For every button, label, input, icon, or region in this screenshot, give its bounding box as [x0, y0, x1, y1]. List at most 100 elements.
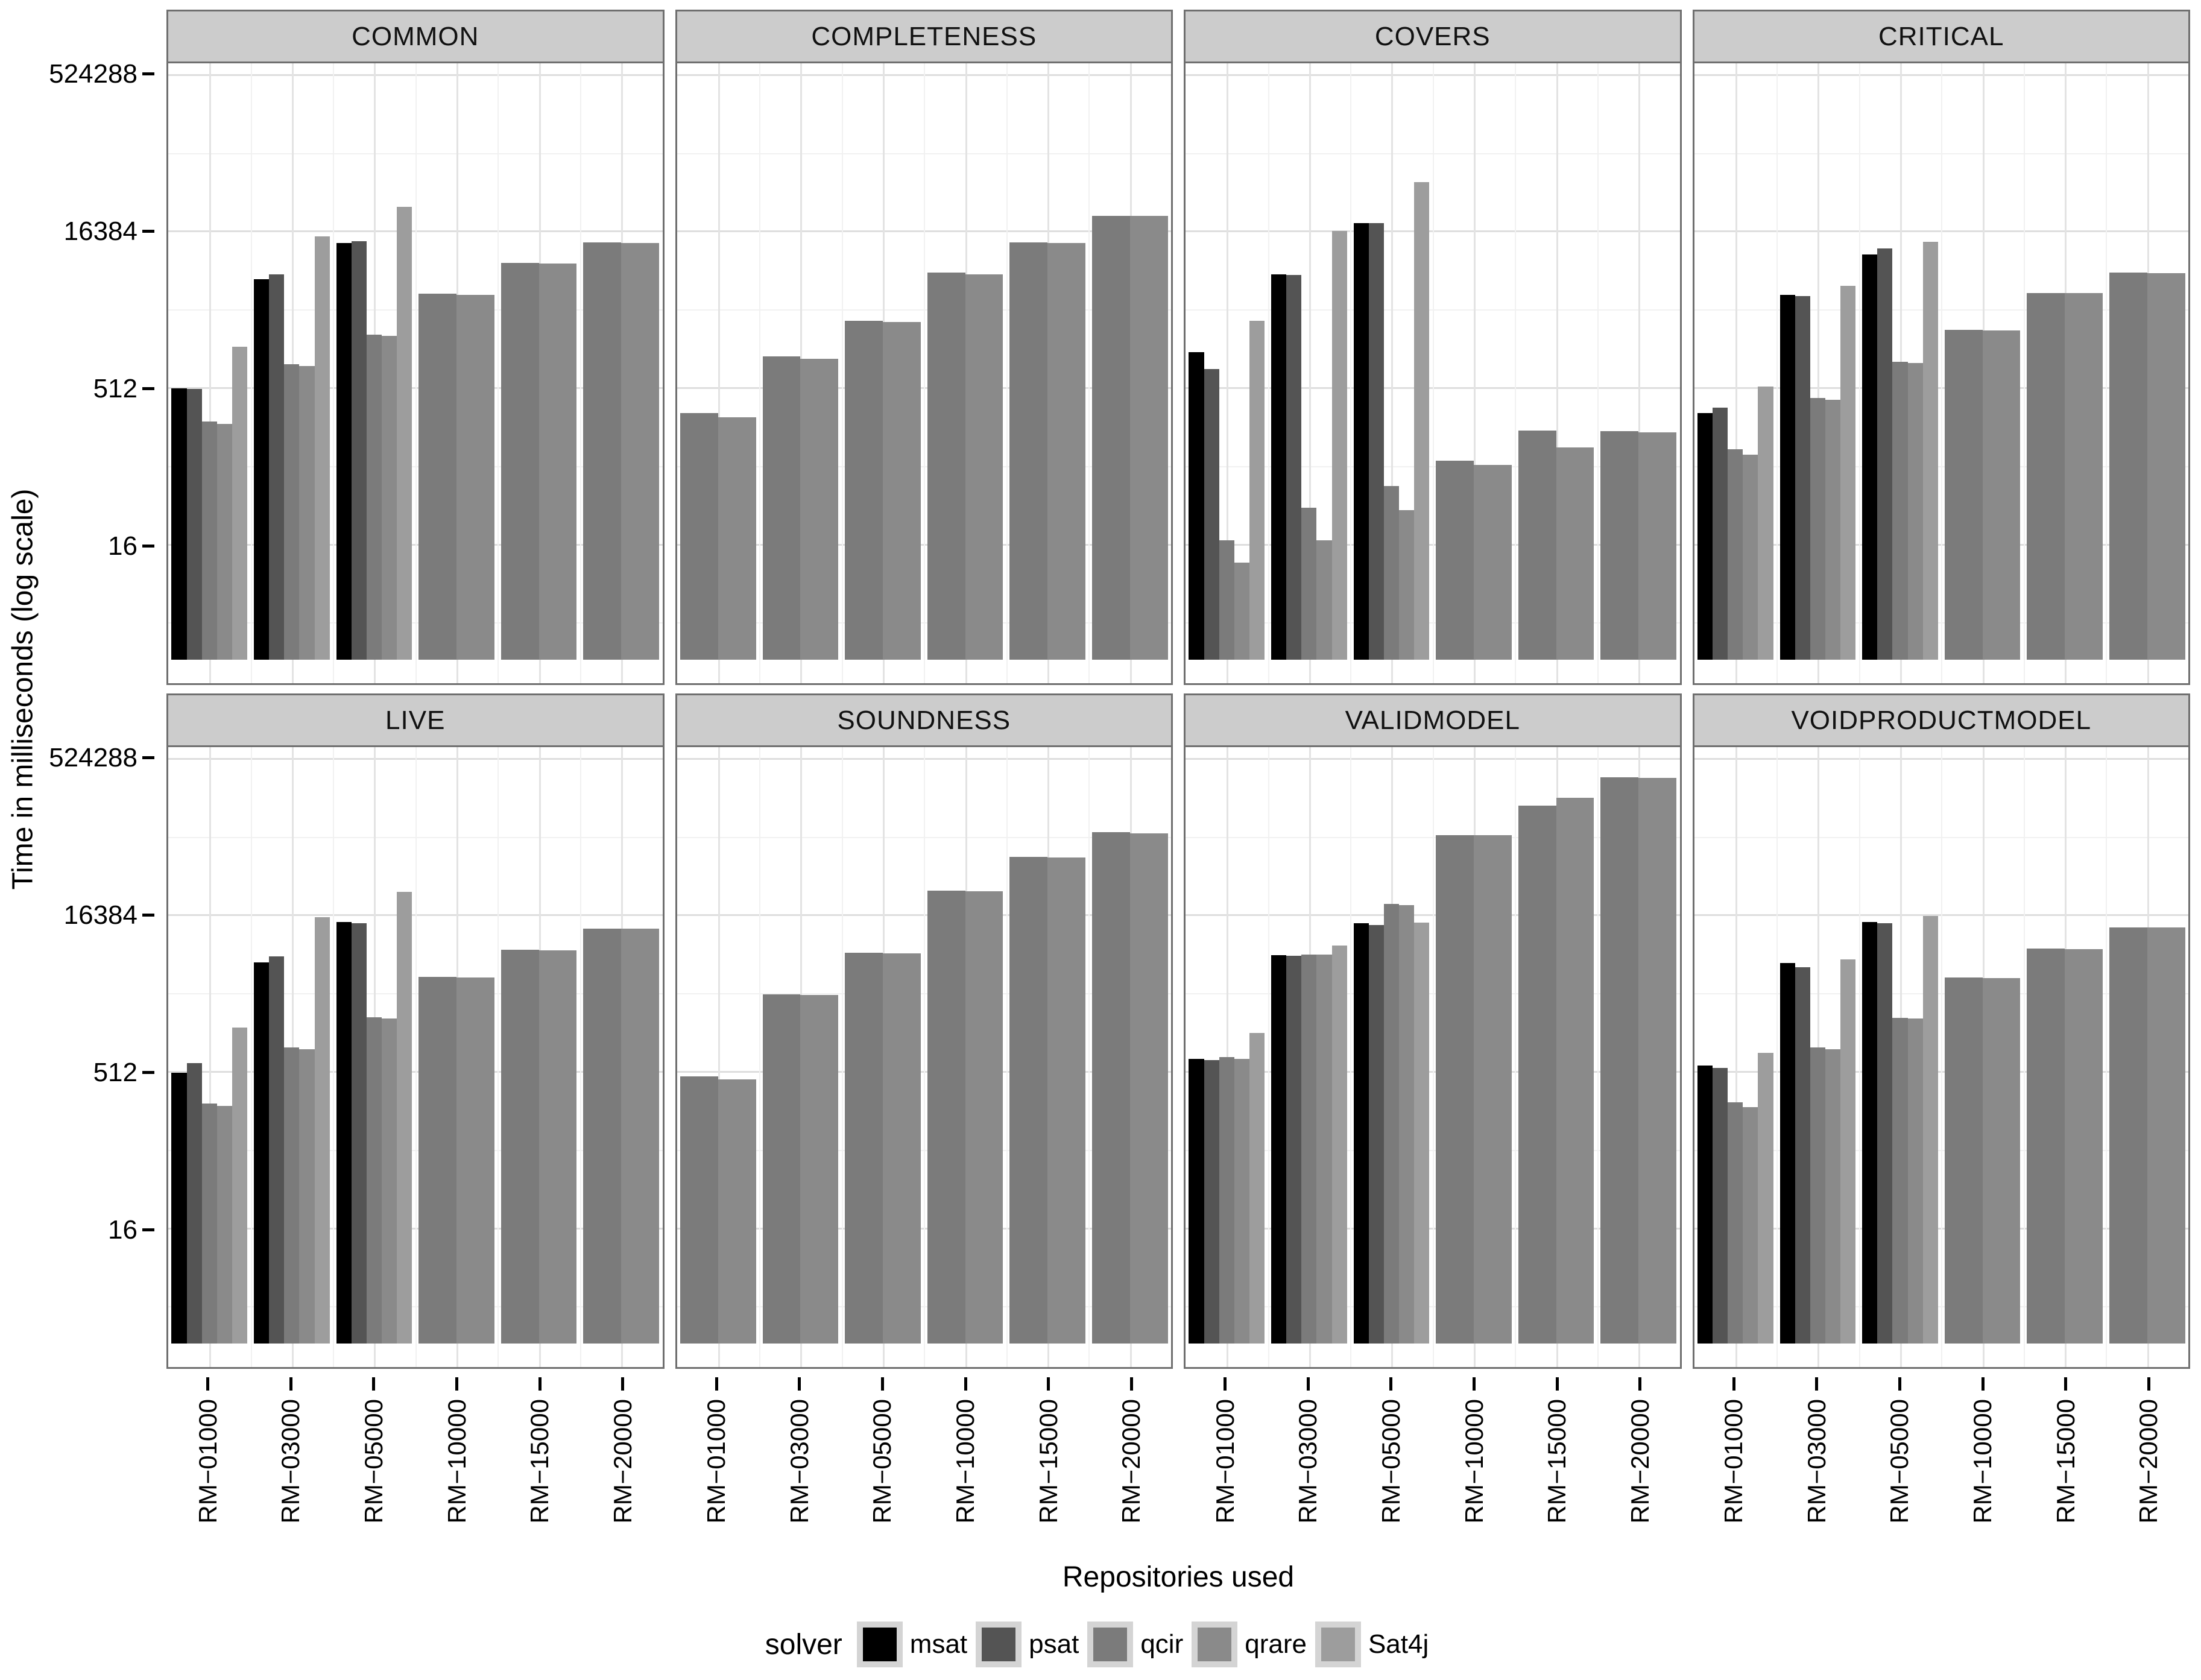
bar-psat: [1286, 274, 1302, 660]
x-axis-tick-label: RM−10000: [442, 1399, 471, 1524]
bar-group-RM−03000: [1268, 63, 1351, 660]
legend-label: qrare: [1245, 1629, 1307, 1659]
y-axis-tick-mark: [142, 913, 154, 917]
bar-qrare: [1316, 955, 1332, 1344]
gridline-vertical-minor: [1432, 747, 1434, 1367]
bar-group-RM−15000: [1515, 63, 1597, 660]
bar-qcir: [1728, 1102, 1743, 1344]
bar-qrare: [538, 264, 577, 660]
bar-qrare: [456, 295, 494, 660]
y-axis-tick-labels-top-row: 16 512 16384 524288: [49, 10, 156, 685]
legend-entry-msat: msat: [856, 1622, 968, 1667]
x-axis-tick-slot: RM−05000: [1350, 1377, 1433, 1545]
x-axis-tick-label: RM−05000: [868, 1399, 897, 1524]
x-axis-tick-mark: [880, 1377, 884, 1391]
x-axis-tick-mark: [1732, 1377, 1735, 1391]
bar-Sat4j: [232, 1027, 248, 1344]
gridline-vertical-minor: [759, 63, 761, 683]
bar-qrare: [1982, 330, 2021, 660]
legend-title: solver: [765, 1628, 842, 1661]
x-axis-tick-slot: RM−03000: [1267, 1377, 1350, 1545]
bar-group-RM−01000: [1694, 747, 1777, 1344]
bar-qrare: [299, 366, 315, 660]
bar-group-RM−15000: [1515, 747, 1597, 1344]
bar-qrare: [1907, 362, 1923, 660]
gridline-vertical-minor: [2106, 747, 2108, 1367]
x-axis-tick-label: RM−05000: [1885, 1399, 1914, 1524]
bar-msat: [1271, 955, 1287, 1344]
gridline-vertical-major: [1638, 63, 1641, 683]
gridline-vertical-minor: [1776, 63, 1778, 683]
bar-group-RM−03000: [759, 747, 842, 1344]
facet-panel-live: LIVE: [166, 693, 665, 1369]
bar-psat: [186, 389, 202, 660]
bar-group-RM−15000: [1006, 63, 1089, 660]
legend-entry-qrare: qrare: [1192, 1622, 1307, 1667]
x-axis-tick-label: RM−01000: [1719, 1399, 1748, 1524]
bar-qrare: [1129, 216, 1168, 660]
bar-group-RM−05000: [842, 63, 924, 660]
x-axis-tick-mark: [372, 1377, 376, 1391]
x-axis-tick-mark: [1306, 1377, 1310, 1391]
gridline-vertical-minor: [2023, 747, 2025, 1367]
bar-Sat4j: [1922, 915, 1938, 1344]
bar-qcir: [284, 364, 300, 660]
bar-Sat4j: [397, 206, 412, 660]
bar-group-RM−15000: [497, 63, 580, 660]
y-axis-tick-label: 524288: [49, 742, 137, 772]
bar-msat: [254, 279, 270, 660]
x-axis-tick-mark: [715, 1377, 718, 1391]
bar-msat: [1779, 295, 1795, 660]
bar-group-RM−20000: [2106, 747, 2188, 1344]
legend-key: [976, 1622, 1022, 1667]
x-axis-tick-label: RM−03000: [276, 1399, 305, 1524]
gridline-vertical-minor: [333, 63, 335, 683]
x-axis-tick-mark: [1555, 1377, 1559, 1391]
bar-group-RM−20000: [1088, 747, 1171, 1344]
y-axis-tick-mark: [142, 387, 154, 391]
bar-group-RM−10000: [415, 747, 498, 1344]
gridline-vertical-minor: [250, 747, 252, 1367]
plot-area: [166, 62, 665, 685]
bar-group-RM−10000: [924, 63, 1006, 660]
facet-strip-title: VOIDPRODUCTMODEL: [1692, 693, 2190, 745]
legend-key: [856, 1622, 903, 1667]
y-axis-tick-label: 16384: [63, 900, 137, 930]
bar-qrare: [1234, 1058, 1249, 1344]
bar-qcir: [1219, 1057, 1234, 1344]
bar-group-RM−01000: [1186, 747, 1268, 1344]
bar-qcir: [284, 1047, 300, 1344]
facet-strip-title: VALIDMODEL: [1184, 693, 1682, 745]
bar-qrare: [800, 358, 839, 660]
gridline-vertical-major: [1227, 747, 1229, 1367]
bar-qrare: [965, 891, 1003, 1344]
x-axis-tick-slot: RM−20000: [581, 1377, 665, 1545]
plot-area: [1692, 745, 2190, 1369]
bar-qrare: [382, 1018, 397, 1344]
facet-panel-soundness: SOUNDNESS: [675, 693, 1173, 1369]
facet-strip-title: LIVE: [166, 693, 665, 745]
x-axis-tick-label: RM−05000: [359, 1399, 388, 1524]
bar-qcir: [366, 1017, 382, 1344]
x-axis-tick-slot: RM−03000: [1775, 1377, 1858, 1545]
bar-group-RM−03000: [1776, 63, 1859, 660]
x-axis-tick-label: RM−15000: [525, 1399, 554, 1524]
bar-qcir: [1892, 1017, 1908, 1344]
gridline-vertical-minor: [1941, 747, 1943, 1367]
bar-qcir: [1219, 540, 1234, 660]
gridline-vertical-minor: [1858, 747, 1860, 1367]
bar-qrare: [216, 1106, 232, 1344]
bar-msat: [336, 242, 352, 660]
bar-qcir: [1944, 329, 1983, 660]
x-axis-tick-mark: [1815, 1377, 1819, 1391]
x-axis-tick-slot: RM−20000: [1599, 1377, 1682, 1545]
gridline-vertical-major: [718, 747, 720, 1367]
bar-msat: [171, 388, 187, 660]
legend-label: msat: [909, 1629, 968, 1659]
bar-qrare: [2065, 949, 2103, 1344]
gridline-vertical-minor: [497, 63, 499, 683]
facet-panel-voidproductmodel: VOIDPRODUCTMODEL: [1692, 693, 2190, 1369]
plot-area: [1184, 745, 1682, 1369]
bar-qcir: [1091, 832, 1130, 1344]
gridline-vertical-minor: [579, 747, 581, 1367]
